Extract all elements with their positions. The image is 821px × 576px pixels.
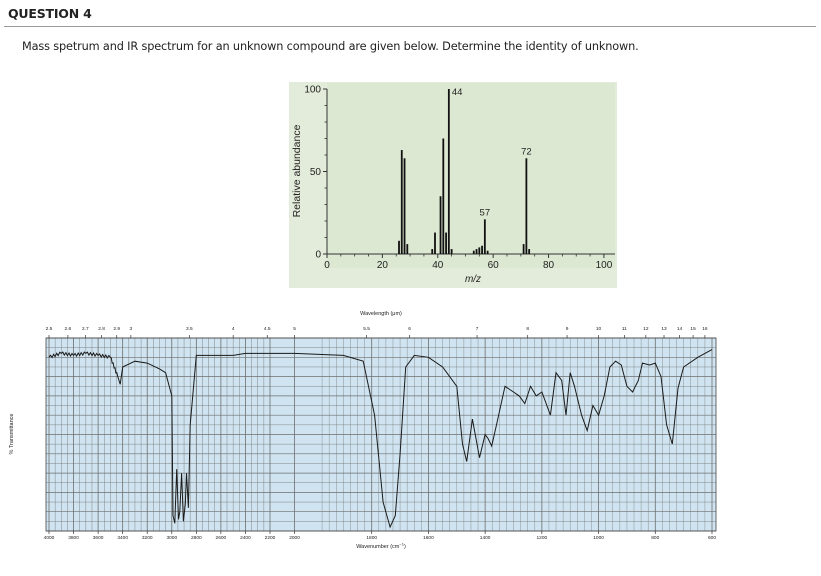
ir-top-xlabel: Wavelength (μm) [360,311,402,317]
ir-bottom-tick-label: 3000 [166,535,177,541]
ir-ylabel: % Transmittance [9,414,15,455]
ms-peak-bar [447,89,450,254]
ms-peak-bar [450,249,453,254]
ir-top-tick-layer: 2.5 2.6 2.7 2.8 2.9 3 3.5 4 4.5 5 5.5 6 7 8 9 10 11 12 13 1… [46,326,708,338]
ir-top-tick-label: 2.5 [46,326,53,332]
ir-xlabel-sup: −1 [399,542,404,547]
ir-xlabel-main: Wavenumber (cm [356,544,400,550]
ms-tick-layer: 0 20 40 60 80 100 0 50 100 [304,85,612,272]
ms-peak-bar [434,232,436,254]
ir-bottom-tick-label: 1000 [593,535,604,541]
ir-top-tick-label: 3.5 [186,326,193,332]
ir-bottom-tick-label: 3800 [68,535,79,541]
ms-peak-bar [400,150,403,254]
ms-plot-area [327,83,615,268]
ms-peak-label: 72 [521,146,532,157]
ir-top-tick-label: 2.6 [65,326,72,332]
mass-spectrum: Relative abundance m/z 0 20 40 60 80 100 0 50 10… [289,78,637,290]
ms-x-tick-label: 80 [543,260,555,271]
ir-bottom-tick-label: 2400 [240,535,251,541]
ir-plot-frame [45,337,717,532]
ir-top-tick-label: 5.5 [363,326,370,332]
ms-peak-bar [486,250,489,254]
ir-grid-layer [45,337,717,532]
ms-peak-bar [442,138,445,254]
ms-peak-bar [439,196,442,254]
ir-bottom-tick-label: 3400 [117,535,128,541]
ir-spectrum-chart: 2.5 2.6 2.7 2.8 2.9 3 3.5 4 4.5 5 5.5 6 7 8 9 10 11 12 13 1… [9,311,717,551]
ir-top-tick-label: 14 [677,326,683,332]
ir-bottom-tick-label: 3200 [142,535,153,541]
ms-peak-bar [478,247,481,254]
ms-peak-label: 44 [452,87,463,98]
ir-bottom-tick-label: 2200 [265,535,276,541]
ir-bottom-tick-label: 600 [708,535,716,541]
ir-top-tick-label: 9 [566,326,569,332]
ir-top-tick-label: 13 [661,326,667,332]
ir-bottom-tick-label: 800 [651,535,659,541]
ir-top-tick-label: 15 [690,326,696,332]
ms-peak-bar [445,232,447,254]
ir-top-tick-label: 4.5 [264,326,271,332]
ms-x-tick-label: 100 [596,260,613,271]
ir-spectrum-line [48,349,713,529]
ir-top-tick-label: 10 [596,326,602,332]
ir-top-tick-label: 2.8 [98,326,105,332]
ir-top-tick-label: 6 [408,326,411,332]
ir-top-tick-label: 5 [293,326,296,332]
ms-peak-bar [525,158,528,254]
ir-spectrum: 2.5 2.6 2.7 2.8 2.9 3 3.5 4 4.5 5 5.5 6 7 8 9 10 11 12 13 1… [0,308,821,571]
ir-top-tick-label: 2.7 [82,326,89,332]
ir-top-tick-label: 2.9 [113,326,120,332]
ir-bottom-tick-label: 1200 [537,535,548,541]
ir-xlabel: Wavenumber (cm−1) [356,542,406,551]
ir-bottom-tick-label: 1800 [366,535,377,541]
ir-bottom-tick-label: 3600 [93,535,104,541]
ir-top-tick-label: 7 [476,326,479,332]
ir-top-tick-label: 4 [232,326,235,332]
ms-y-tick-label: 50 [310,167,322,178]
ms-y-tick-label: 100 [304,85,321,96]
ms-xlabel: m/z [465,274,481,285]
ir-top-tick-label: 11 [622,326,627,332]
ms-x-tick-label: 40 [432,260,444,271]
ir-bottom-tick-label: 2800 [191,535,202,541]
ms-bar-layer [398,89,531,254]
ir-top-tick-label: 8 [526,326,529,332]
ms-label-layer: 44 57 72 [452,87,532,218]
ms-peak-bar [406,244,409,254]
ir-bottom-tick-label: 2000 [289,535,300,541]
question-header: QUESTION 4 [4,4,816,27]
ms-peak-bar [475,249,478,254]
ms-peak-bar [528,249,531,254]
ms-y-tick-label: 0 [315,250,321,261]
ms-peak-bar [481,245,483,254]
ir-bottom-tick-label: 1400 [480,535,491,541]
ms-peak-bar [483,219,486,254]
ms-peak-label: 57 [480,207,491,218]
ms-x-tick-label: 20 [377,260,389,271]
ms-peak-bar [522,244,525,254]
ir-bottom-tick-label: 1600 [423,535,434,541]
ir-xlabel-end: ) [404,544,406,550]
ir-bottom-tick-label: 2600 [216,535,227,541]
ms-peak-bar [398,240,400,254]
ir-bottom-tick-label: 4000 [44,535,55,541]
ir-top-tick-label: 12 [643,326,649,332]
ir-top-tick-label: 3 [130,326,133,332]
question-text: Mass spetrum and IR spectrum for an unkn… [22,40,639,53]
ms-x-tick-label: 0 [324,260,330,271]
mass-spectrum-chart: Relative abundance m/z 0 20 40 60 80 100 0 50 10… [289,82,617,288]
ms-peak-bar [403,158,406,254]
ms-ylabel: Relative abundance [291,124,303,217]
ir-bottom-tick-layer: 4000 3800 3600 3400 3200 3000 2800 2600 2400 2200… [44,531,716,541]
ir-top-tick-label: 16 [702,326,708,332]
ms-peak-bar [472,250,475,254]
question-title: QUESTION 4 [8,6,92,21]
ms-x-tick-label: 60 [488,260,500,271]
ms-peak-bar [431,249,434,254]
